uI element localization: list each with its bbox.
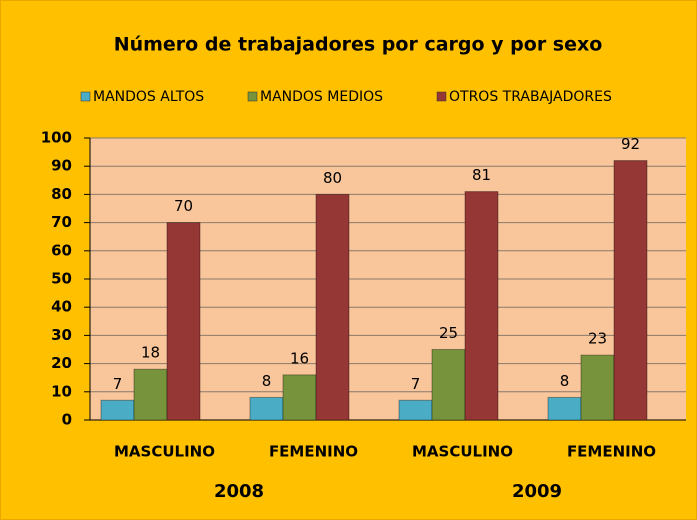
bar	[166, 222, 201, 421]
value-label: 25	[439, 324, 458, 342]
x-tick-label: MASCULINO	[412, 443, 513, 461]
bar	[398, 399, 433, 421]
bar	[282, 374, 317, 421]
group-label: 2008	[214, 481, 264, 502]
value-label: 8	[262, 372, 272, 390]
legend-label: MANDOS MEDIOS	[260, 89, 383, 105]
x-tick-label: MASCULINO	[114, 443, 215, 461]
value-label: 92	[621, 135, 640, 153]
y-tick-label: 0	[62, 411, 72, 429]
y-tick-label: 60	[51, 241, 72, 259]
value-label: 7	[411, 375, 421, 393]
bar	[100, 399, 135, 421]
value-label: 70	[174, 197, 193, 215]
x-tick-label: FEMENINO	[567, 443, 656, 461]
value-label: 18	[141, 344, 160, 362]
y-tick-label: 80	[51, 185, 72, 203]
y-tick-label: 10	[51, 382, 72, 400]
chart-title: Número de trabajadores por cargo y por s…	[114, 34, 603, 56]
bar	[431, 349, 466, 421]
value-label: 8	[560, 372, 570, 390]
bar	[464, 191, 499, 421]
legend-swatch	[436, 91, 447, 102]
y-tick-label: 70	[51, 213, 72, 231]
group-label: 2009	[512, 481, 562, 502]
legend-swatch	[80, 91, 91, 102]
value-label: 80	[323, 169, 342, 187]
value-label: 81	[472, 166, 491, 184]
y-tick-label: 20	[51, 354, 72, 372]
y-tick-label: 100	[41, 129, 72, 147]
x-tick-label: FEMENINO	[269, 443, 358, 461]
bar	[133, 368, 168, 421]
bar	[613, 160, 648, 421]
value-label: 7	[113, 375, 123, 393]
legend-swatch	[247, 91, 258, 102]
bar	[580, 354, 615, 421]
bar	[249, 396, 284, 421]
value-label: 23	[588, 330, 607, 348]
value-label: 16	[290, 349, 309, 367]
y-tick-label: 30	[51, 326, 72, 344]
bar	[315, 193, 350, 421]
y-tick-label: 50	[51, 270, 72, 288]
y-tick-label: 40	[51, 298, 72, 316]
bar	[547, 396, 582, 421]
y-tick-label: 90	[51, 157, 72, 175]
legend-label: OTROS TRABAJADORES	[449, 89, 612, 105]
legend-label: MANDOS ALTOS	[93, 89, 204, 105]
